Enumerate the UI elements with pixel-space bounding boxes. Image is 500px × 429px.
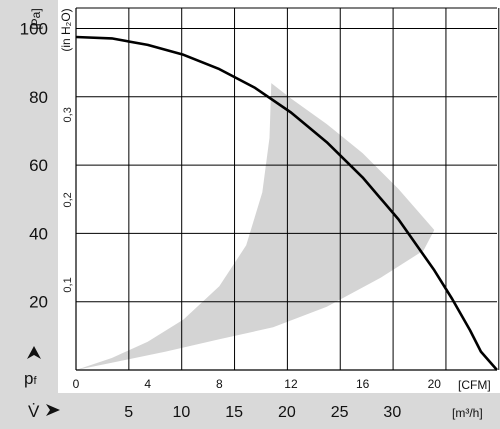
m3h-unit-label: [m³/h] — [452, 406, 483, 420]
pa-tick-label: 40 — [29, 224, 48, 243]
m3h-tick-label: 25 — [331, 404, 349, 421]
m3h-tick-label: 20 — [278, 404, 296, 421]
m3h-tick-label: 10 — [173, 404, 191, 421]
pa-tick-label: 80 — [29, 88, 48, 107]
inh2o-unit-label: (in H₂O) — [59, 8, 73, 51]
left-label-band — [0, 0, 58, 393]
pa-unit-label: [Pa] — [29, 8, 43, 29]
m3h-tick-label: 15 — [225, 404, 243, 421]
inh2o-tick-label: 0,1 — [62, 277, 74, 292]
m3h-tick-label: 30 — [383, 404, 401, 421]
cfm-tick-label: 8 — [216, 377, 223, 391]
shaded-region-0 — [76, 83, 435, 370]
pa-tick-label: 20 — [29, 293, 48, 312]
cfm-tick-label: 0 — [73, 377, 80, 391]
cfm-tick-label: 4 — [144, 377, 151, 391]
cfm-tick-label: 20 — [428, 377, 442, 391]
pa-tick-label: 100 — [20, 19, 48, 38]
performance-curve-0 — [75, 35, 498, 371]
flow-symbol: V̇ — [28, 402, 40, 421]
cfm-unit-label: [CFM] — [458, 378, 491, 392]
cfm-tick-label: 16 — [356, 377, 370, 391]
flow-arrow-icon — [46, 404, 60, 416]
inh2o-tick-label: 0,3 — [62, 107, 74, 122]
m3h-tick-label: 5 — [124, 404, 133, 421]
pf-symbol: pf — [24, 369, 37, 388]
bottom-label-band — [0, 393, 500, 429]
pf-arrow-icon — [27, 346, 41, 359]
pa-tick-label: 60 — [29, 156, 48, 175]
inh2o-tick-label: 0,2 — [62, 192, 74, 207]
cfm-tick-label: 12 — [284, 377, 298, 391]
